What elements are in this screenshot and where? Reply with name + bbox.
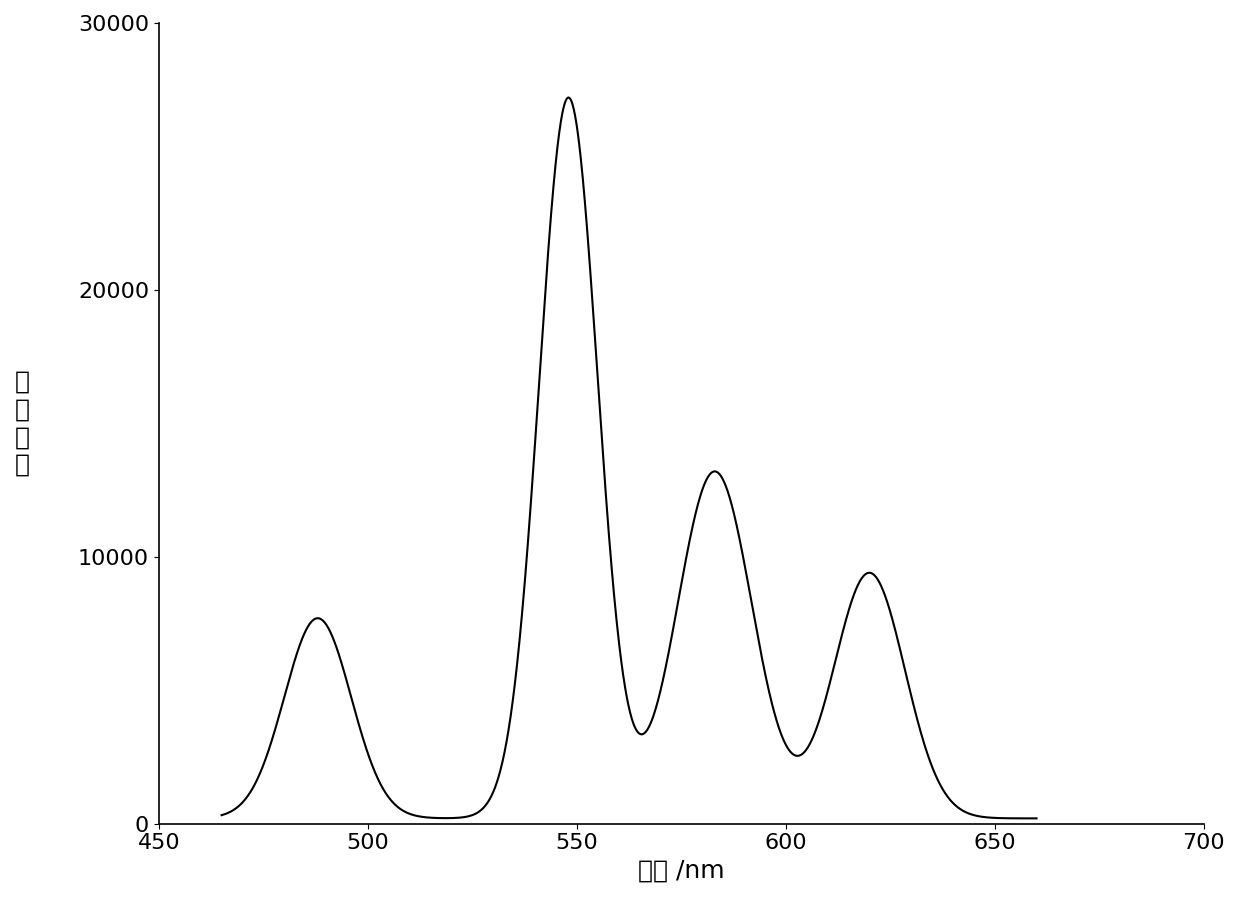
X-axis label: 波长 /nm: 波长 /nm: [639, 859, 724, 883]
Y-axis label: 荧
光
强
度: 荧 光 强 度: [15, 370, 30, 477]
